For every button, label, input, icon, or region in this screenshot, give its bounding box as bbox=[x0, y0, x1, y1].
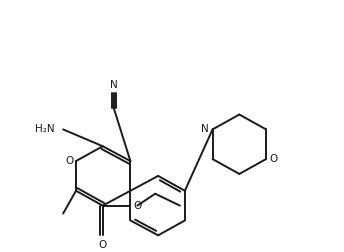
Text: O: O bbox=[99, 240, 107, 250]
Text: N: N bbox=[110, 80, 117, 90]
Text: O: O bbox=[133, 201, 141, 211]
Text: N: N bbox=[201, 124, 208, 134]
Text: H₂N: H₂N bbox=[35, 124, 55, 134]
Text: O: O bbox=[65, 156, 73, 166]
Text: O: O bbox=[270, 154, 278, 164]
